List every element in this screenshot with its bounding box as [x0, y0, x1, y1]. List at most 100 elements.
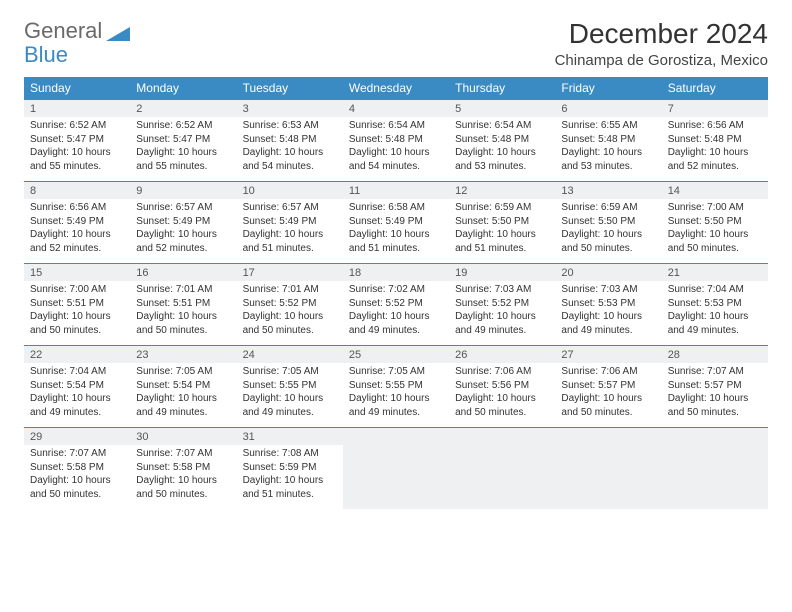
daylight-text: Daylight: 10 hours and 50 minutes.: [455, 392, 549, 419]
sunrise-text: Sunrise: 7:05 AM: [349, 365, 443, 379]
date-cell: 25: [343, 346, 449, 364]
date-cell: 13: [555, 182, 661, 200]
daylight-text: Daylight: 10 hours and 49 minutes.: [30, 392, 124, 419]
detail-cell: [662, 445, 768, 509]
sunset-text: Sunset: 5:49 PM: [349, 215, 443, 229]
date-cell: 5: [449, 100, 555, 118]
date-cell: 26: [449, 346, 555, 364]
sunset-text: Sunset: 5:51 PM: [136, 297, 230, 311]
daylight-text: Daylight: 10 hours and 53 minutes.: [455, 146, 549, 173]
date-cell: 6: [555, 100, 661, 118]
weekday-header: Wednesday: [343, 77, 449, 100]
detail-cell: [449, 445, 555, 509]
detail-cell: Sunrise: 6:59 AMSunset: 5:50 PMDaylight:…: [449, 199, 555, 264]
daylight-text: Daylight: 10 hours and 50 minutes.: [561, 228, 655, 255]
sunset-text: Sunset: 5:48 PM: [561, 133, 655, 147]
sunset-text: Sunset: 5:48 PM: [243, 133, 337, 147]
daylight-text: Daylight: 10 hours and 51 minutes.: [243, 474, 337, 501]
sunset-text: Sunset: 5:57 PM: [668, 379, 762, 393]
detail-cell: Sunrise: 6:54 AMSunset: 5:48 PMDaylight:…: [343, 117, 449, 182]
weekday-header: Thursday: [449, 77, 555, 100]
detail-cell: Sunrise: 7:01 AMSunset: 5:52 PMDaylight:…: [237, 281, 343, 346]
sunset-text: Sunset: 5:59 PM: [243, 461, 337, 475]
detail-cell: Sunrise: 7:06 AMSunset: 5:56 PMDaylight:…: [449, 363, 555, 428]
sunset-text: Sunset: 5:48 PM: [668, 133, 762, 147]
sunset-text: Sunset: 5:48 PM: [455, 133, 549, 147]
daylight-text: Daylight: 10 hours and 55 minutes.: [30, 146, 124, 173]
logo-word2: Blue: [24, 42, 68, 68]
logo-triangle-icon: [106, 21, 130, 47]
sunrise-text: Sunrise: 6:52 AM: [30, 119, 124, 133]
date-cell: 2: [130, 100, 236, 118]
sunrise-text: Sunrise: 7:08 AM: [243, 447, 337, 461]
date-cell: 14: [662, 182, 768, 200]
date-cell: 24: [237, 346, 343, 364]
date-cell: 22: [24, 346, 130, 364]
sunset-text: Sunset: 5:53 PM: [668, 297, 762, 311]
date-cell: 12: [449, 182, 555, 200]
sunrise-text: Sunrise: 7:03 AM: [455, 283, 549, 297]
daylight-text: Daylight: 10 hours and 54 minutes.: [243, 146, 337, 173]
detail-cell: Sunrise: 6:55 AMSunset: 5:48 PMDaylight:…: [555, 117, 661, 182]
daylight-text: Daylight: 10 hours and 50 minutes.: [136, 310, 230, 337]
sunset-text: Sunset: 5:47 PM: [30, 133, 124, 147]
date-cell: 17: [237, 264, 343, 282]
month-title: December 2024: [555, 18, 768, 50]
sunset-text: Sunset: 5:47 PM: [136, 133, 230, 147]
detail-cell: Sunrise: 6:56 AMSunset: 5:49 PMDaylight:…: [24, 199, 130, 264]
daylight-text: Daylight: 10 hours and 52 minutes.: [136, 228, 230, 255]
date-cell: [555, 428, 661, 446]
daylight-text: Daylight: 10 hours and 52 minutes.: [668, 146, 762, 173]
location: Chinampa de Gorostiza, Mexico: [555, 52, 768, 69]
daylight-text: Daylight: 10 hours and 51 minutes.: [243, 228, 337, 255]
date-cell: 31: [237, 428, 343, 446]
sunset-text: Sunset: 5:57 PM: [561, 379, 655, 393]
detail-cell: Sunrise: 6:56 AMSunset: 5:48 PMDaylight:…: [662, 117, 768, 182]
sunrise-text: Sunrise: 6:56 AM: [30, 201, 124, 215]
daylight-text: Daylight: 10 hours and 50 minutes.: [30, 474, 124, 501]
sunrise-text: Sunrise: 7:00 AM: [668, 201, 762, 215]
date-cell: 4: [343, 100, 449, 118]
sunset-text: Sunset: 5:52 PM: [455, 297, 549, 311]
title-block: December 2024 Chinampa de Gorostiza, Mex…: [555, 18, 768, 69]
date-cell: 7: [662, 100, 768, 118]
sunset-text: Sunset: 5:49 PM: [136, 215, 230, 229]
daylight-text: Daylight: 10 hours and 49 minutes.: [136, 392, 230, 419]
date-cell: 8: [24, 182, 130, 200]
sunrise-text: Sunrise: 6:53 AM: [243, 119, 337, 133]
detail-cell: Sunrise: 7:07 AMSunset: 5:57 PMDaylight:…: [662, 363, 768, 428]
detail-cell: Sunrise: 7:03 AMSunset: 5:53 PMDaylight:…: [555, 281, 661, 346]
detail-cell: Sunrise: 7:08 AMSunset: 5:59 PMDaylight:…: [237, 445, 343, 509]
sunrise-text: Sunrise: 6:54 AM: [349, 119, 443, 133]
sunrise-text: Sunrise: 6:54 AM: [455, 119, 549, 133]
sunrise-text: Sunrise: 6:56 AM: [668, 119, 762, 133]
detail-cell: Sunrise: 6:58 AMSunset: 5:49 PMDaylight:…: [343, 199, 449, 264]
daylight-text: Daylight: 10 hours and 50 minutes.: [136, 474, 230, 501]
detail-cell: Sunrise: 7:02 AMSunset: 5:52 PMDaylight:…: [343, 281, 449, 346]
daylight-text: Daylight: 10 hours and 52 minutes.: [30, 228, 124, 255]
detail-cell: Sunrise: 7:06 AMSunset: 5:57 PMDaylight:…: [555, 363, 661, 428]
sunset-text: Sunset: 5:49 PM: [30, 215, 124, 229]
date-cell: 27: [555, 346, 661, 364]
date-cell: 10: [237, 182, 343, 200]
daylight-text: Daylight: 10 hours and 50 minutes.: [668, 228, 762, 255]
sunset-text: Sunset: 5:52 PM: [243, 297, 337, 311]
daylight-text: Daylight: 10 hours and 49 minutes.: [668, 310, 762, 337]
sunrise-text: Sunrise: 7:07 AM: [136, 447, 230, 461]
sunrise-text: Sunrise: 6:58 AM: [349, 201, 443, 215]
date-cell: 15: [24, 264, 130, 282]
sunset-text: Sunset: 5:52 PM: [349, 297, 443, 311]
daylight-text: Daylight: 10 hours and 49 minutes.: [455, 310, 549, 337]
logo: General: [24, 18, 132, 44]
daylight-text: Daylight: 10 hours and 53 minutes.: [561, 146, 655, 173]
sunrise-text: Sunrise: 7:06 AM: [455, 365, 549, 379]
detail-cell: [343, 445, 449, 509]
sunrise-text: Sunrise: 7:03 AM: [561, 283, 655, 297]
date-cell: 18: [343, 264, 449, 282]
sunrise-text: Sunrise: 7:00 AM: [30, 283, 124, 297]
detail-cell: Sunrise: 6:53 AMSunset: 5:48 PMDaylight:…: [237, 117, 343, 182]
sunset-text: Sunset: 5:50 PM: [455, 215, 549, 229]
calendar-body: 1234567Sunrise: 6:52 AMSunset: 5:47 PMDa…: [24, 100, 768, 510]
date-cell: 9: [130, 182, 236, 200]
daylight-text: Daylight: 10 hours and 49 minutes.: [561, 310, 655, 337]
